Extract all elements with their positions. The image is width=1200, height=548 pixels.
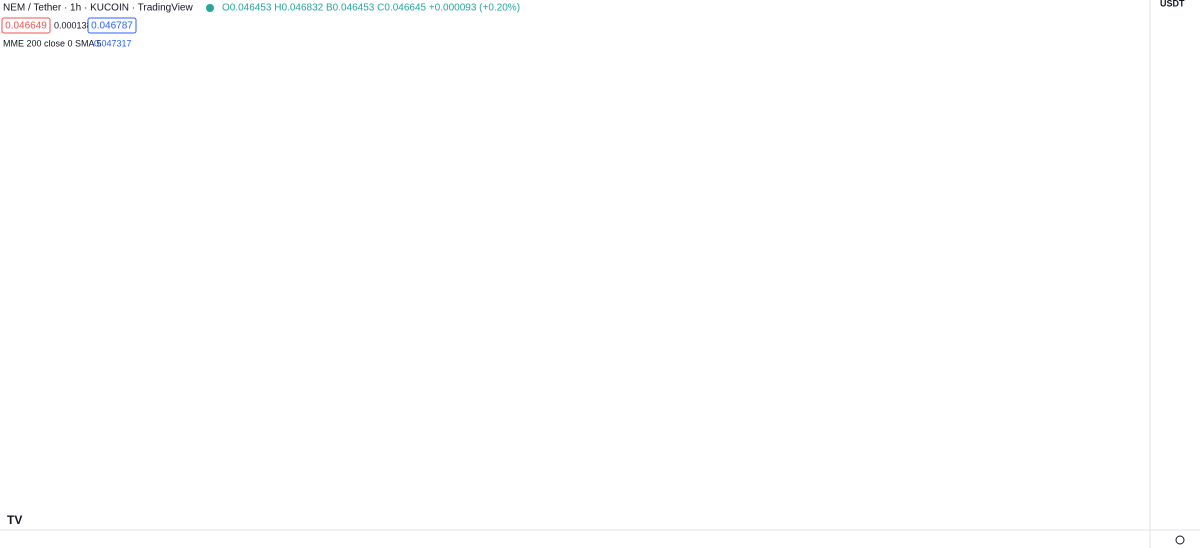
- ask: 0.046787: [91, 21, 133, 32]
- bid-box[interactable]: [1, 17, 51, 34]
- status-dot: [206, 4, 214, 12]
- spread: 0.000138: [54, 20, 92, 30]
- logo: TV: [7, 513, 22, 527]
- settings-icon[interactable]: [1175, 535, 1185, 545]
- indicator-value: 0.047317: [94, 38, 132, 48]
- bid: 0.046649: [5, 21, 47, 32]
- indicator-name: MME 200 close 0 SMA 5: [3, 38, 102, 48]
- ohlc: O0.046453 H0.046832 B0.046453 C0.046645 …: [222, 3, 520, 14]
- symbol-title: NEM / Tether · 1h · KUCOIN · TradingView: [3, 3, 193, 14]
- currency[interactable]: USDT: [1160, 0, 1185, 8]
- ask-box[interactable]: [87, 17, 137, 34]
